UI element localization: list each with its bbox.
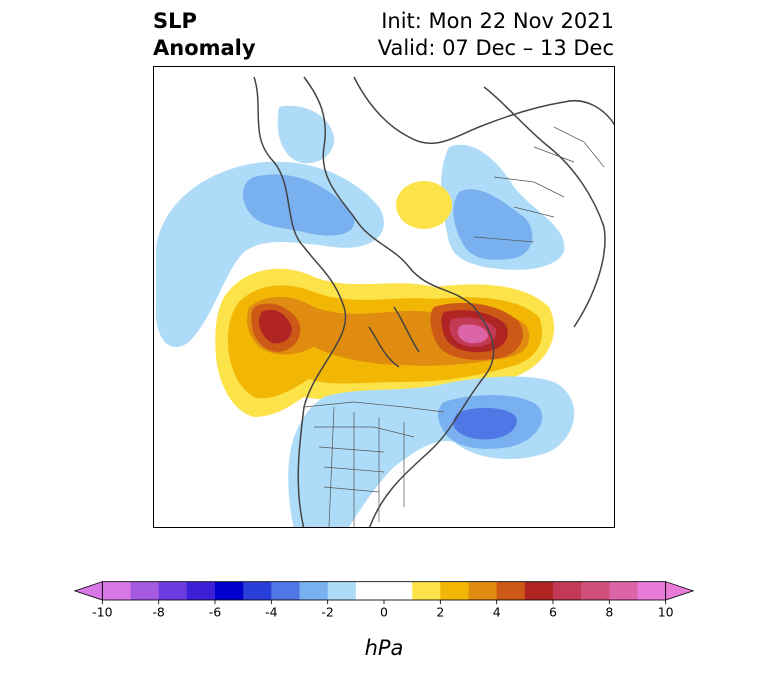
colorbar-tick-label: 2	[436, 605, 444, 620]
map-title: SLP Anomaly	[153, 8, 256, 62]
colorbar-segment	[637, 581, 667, 600]
colorbar-segment	[271, 581, 300, 600]
colorbar-segment	[496, 581, 526, 600]
colorbar-tick-label: 4	[493, 605, 501, 620]
colorbar-segment	[243, 581, 272, 600]
valid-range: Valid: 07 Dec – 13 Dec	[377, 36, 614, 60]
negative-anomaly-atlantic	[288, 376, 575, 527]
map-panel	[153, 66, 615, 528]
negative-anomaly-pacific	[155, 105, 384, 348]
colorbar-segment	[609, 581, 638, 600]
colorbar-tick-label: -10	[92, 605, 112, 620]
colorbar-tick-label: -2	[321, 605, 333, 620]
colorbar-segment	[186, 581, 216, 600]
colorbar-segment	[130, 581, 160, 600]
colorbar-segment	[581, 581, 610, 600]
colorbar-segment	[355, 581, 385, 600]
title-line-2: Anomaly	[153, 36, 256, 60]
title-line-1: SLP	[153, 9, 197, 33]
positive-anomaly-arctic	[396, 181, 452, 229]
colorbar-segment	[524, 581, 554, 600]
colorbar-segment	[440, 581, 469, 600]
colorbar-segment	[215, 581, 244, 600]
colorbar: -10 -8 -6 -4 -2 0 2 4 6 8 10	[73, 581, 695, 620]
colorbar-segment	[553, 581, 582, 600]
colorbar-segment	[384, 581, 413, 600]
colorbar-segment	[468, 581, 498, 600]
colorbar-segment	[412, 581, 441, 600]
colorbar-segment	[158, 581, 188, 600]
negative-anomaly-eurasia	[441, 144, 565, 270]
colorbar-max-extend	[665, 581, 695, 601]
colorbar-unit: hPa	[364, 636, 404, 660]
coastlines	[253, 76, 614, 527]
colorbar-segments	[101, 581, 667, 601]
colorbar-segment	[327, 581, 357, 600]
colorbar-tick-label: -6	[209, 605, 222, 620]
political-borders	[303, 126, 605, 527]
colorbar-tick-label: -4	[265, 605, 278, 620]
colorbar-ticks: -10 -8 -6 -4 -2 0 2 4 6 8 10	[92, 600, 674, 620]
map-canvas	[155, 76, 614, 527]
map-subtitle: Init: Mon 22 Nov 2021 Valid: 07 Dec – 13…	[378, 8, 614, 62]
colorbar-tick-label: 10	[658, 605, 674, 620]
colorbar-segment	[102, 581, 131, 600]
colorbar-tick-label: -8	[152, 605, 165, 620]
colorbar-tick-label: 8	[605, 605, 613, 620]
init-date: Init: Mon 22 Nov 2021	[381, 9, 614, 33]
colorbar-segment	[299, 581, 329, 600]
colorbar-tick-label: 6	[549, 605, 557, 620]
colorbar-min-extend	[73, 581, 103, 601]
colorbar-tick-label: 0	[380, 605, 388, 620]
